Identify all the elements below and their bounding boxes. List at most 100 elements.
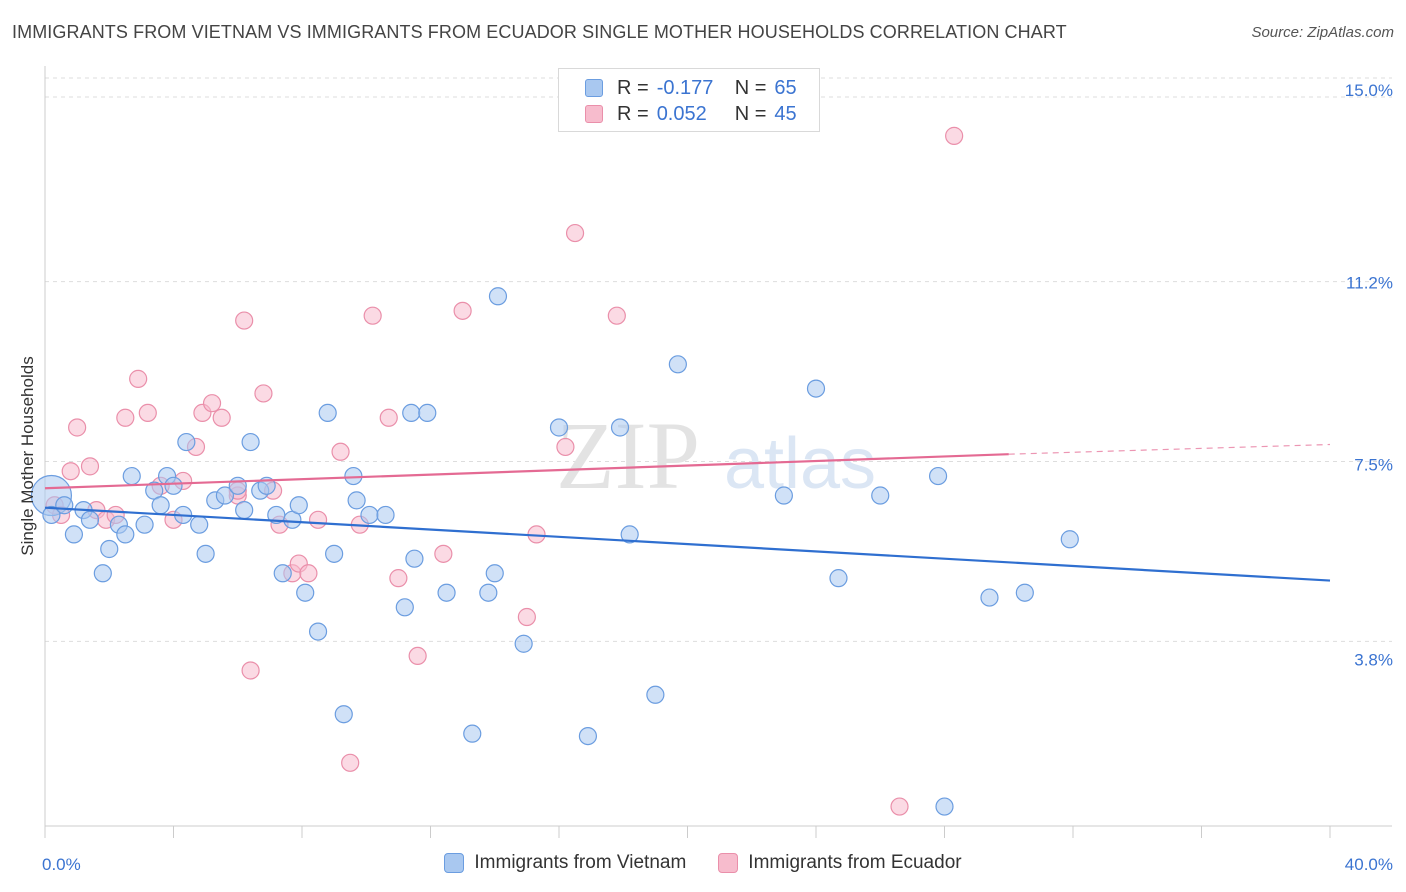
vietnam-point: [347, 491, 366, 510]
vietnam-point: [620, 525, 639, 544]
ecuador-point: [945, 126, 964, 145]
vietnam-point: [215, 486, 234, 505]
series-vietnam-points: [30, 287, 1079, 816]
chart-title: IMMIGRANTS FROM VIETNAM VS IMMIGRANTS FR…: [12, 22, 1067, 42]
vietnam-point: [55, 496, 74, 515]
ecuador-point: [408, 646, 427, 666]
ecuador-point: [607, 306, 626, 325]
vietnam-point: [514, 634, 533, 653]
watermark-zip: ZIP: [556, 402, 700, 509]
ecuador-point: [379, 408, 398, 427]
ecuador-point: [80, 457, 100, 476]
vietnam-point: [116, 525, 135, 544]
correlation-legend: R = -0.177 N = 65 R = 0.052 N = 45: [558, 68, 820, 132]
ecuador-point: [68, 418, 87, 437]
vietnam-point: [871, 486, 890, 505]
vietnam-point: [334, 705, 353, 724]
vietnam-point: [395, 598, 414, 617]
vietnam-point: [405, 549, 424, 568]
vietnam-point: [578, 726, 598, 746]
ecuador-point: [565, 223, 585, 243]
n-label: N =: [734, 102, 767, 125]
y-tick-label: 7.5%: [1354, 456, 1393, 475]
vietnam-point: [325, 544, 344, 563]
y-tick-label: 15.0%: [1345, 81, 1393, 100]
ecuador-point: [235, 311, 254, 330]
vietnam-point: [235, 501, 254, 520]
vietnam-point: [241, 432, 260, 452]
vietnam-point: [296, 583, 315, 602]
tick-labels: 3.8% 7.5% 11.2% 15.0% 0.0% 40.0%: [42, 81, 1393, 874]
vietnam-point: [196, 544, 215, 563]
ecuador-point: [129, 369, 148, 388]
legend-label-vietnam: Immigrants from Vietnam: [474, 852, 687, 873]
ecuador-point: [556, 437, 575, 457]
ecuador-point: [202, 394, 222, 413]
vietnam-point: [774, 486, 793, 505]
ecuador-swatch: [718, 853, 739, 873]
legend-label-ecuador: Immigrants from Ecuador: [748, 852, 962, 873]
ecuador-point: [254, 384, 273, 403]
vietnam-point: [190, 515, 209, 534]
ecuador-point: [363, 306, 382, 325]
vietnam-point: [100, 539, 119, 559]
x-tick-label: 0.0%: [42, 855, 81, 874]
vietnam-point: [829, 569, 848, 588]
vietnam-point: [668, 355, 687, 374]
vietnam-point: [437, 583, 456, 602]
ecuador-point: [212, 408, 231, 427]
vietnam-point: [1060, 530, 1079, 549]
vietnam-point: [463, 724, 482, 743]
vietnam-swatch: [585, 79, 603, 97]
vietnam-point: [928, 466, 948, 486]
ecuador-point: [341, 753, 360, 772]
ecuador-point: [517, 607, 536, 627]
vietnam-point: [289, 496, 308, 515]
ecuador-point: [890, 797, 909, 816]
legend-item-vietnam[interactable]: Immigrants from Vietnam: [444, 852, 686, 874]
vietnam-point: [80, 510, 100, 529]
vietnam-point: [549, 418, 569, 437]
ecuador-point: [138, 403, 157, 422]
vietnam-point: [177, 432, 196, 452]
source-credit: Source: ZipAtlas.com: [1251, 24, 1394, 41]
vietnam-point: [646, 685, 665, 704]
legend-row-vietnam: R = -0.177 N = 65: [585, 76, 797, 100]
vietnam-point: [485, 564, 504, 583]
vietnam-point: [935, 797, 954, 816]
vietnam-point: [42, 505, 61, 525]
vietnam-point: [488, 287, 508, 306]
vietnam-point: [402, 403, 421, 422]
ecuador-point: [389, 569, 408, 588]
vietnam-point: [418, 403, 437, 422]
vietnam-point: [806, 379, 826, 398]
ecuador-point: [331, 442, 350, 461]
vietnam-point: [318, 403, 337, 422]
x-tick-label: 40.0%: [1345, 855, 1393, 874]
ecuador-swatch: [585, 105, 603, 123]
r-label: R =: [617, 76, 649, 99]
r-value: 0.052: [656, 102, 707, 125]
n-value: 45: [774, 102, 797, 125]
legend-item-ecuador[interactable]: Immigrants from Ecuador: [718, 852, 962, 874]
vietnam-point: [376, 505, 395, 525]
n-label: N =: [734, 76, 767, 99]
series-legend: Immigrants from Vietnam Immigrants from …: [0, 852, 1406, 874]
ecuador-point: [453, 301, 472, 320]
trend-line-vietnam: [44, 506, 1331, 582]
vietnam-point: [164, 476, 183, 495]
legend-row-ecuador: R = 0.052 N = 45: [585, 102, 797, 126]
watermark: ZIP atlas: [556, 402, 876, 509]
vietnam-point: [64, 525, 84, 544]
vietnam-point: [135, 515, 154, 534]
gridlines: [45, 77, 1392, 642]
ecuador-point: [61, 462, 80, 481]
vietnam-point: [610, 418, 630, 437]
r-value: -0.177: [656, 76, 714, 99]
axes: [44, 66, 1392, 838]
n-value: 65: [774, 76, 797, 99]
vietnam-point: [360, 505, 379, 525]
trend-line-ecuador: [44, 453, 1009, 490]
y-tick-label: 11.2%: [1346, 274, 1393, 293]
